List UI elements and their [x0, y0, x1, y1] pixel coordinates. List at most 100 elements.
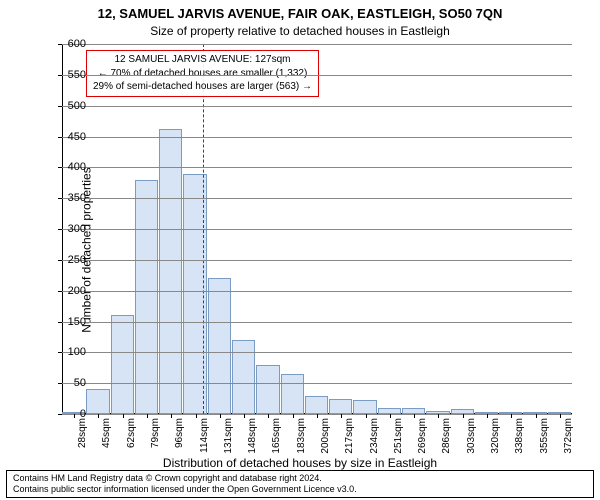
bar	[86, 389, 109, 414]
ytick-label: 550	[68, 69, 86, 81]
ytick-label: 350	[68, 192, 86, 204]
xtick-mark	[560, 414, 561, 418]
xtick-mark	[414, 414, 415, 418]
chart-subtitle: Size of property relative to detached ho…	[0, 24, 600, 38]
xtick-mark	[196, 414, 197, 418]
gridline	[62, 291, 572, 292]
xtick-label: 165sqm	[271, 418, 282, 454]
xtick-label: 62sqm	[126, 418, 137, 448]
footer-line2: Contains public sector information licen…	[13, 484, 587, 495]
ytick-label: 50	[74, 377, 86, 389]
xtick-mark	[147, 414, 148, 418]
gridline	[62, 167, 572, 168]
bar	[353, 400, 376, 414]
ytick-mark	[58, 383, 62, 384]
gridline	[62, 383, 572, 384]
xtick-mark	[317, 414, 318, 418]
xtick-mark	[341, 414, 342, 418]
xtick-label: 303sqm	[466, 418, 477, 454]
bar	[305, 396, 328, 415]
annotation-line1: 12 SAMUEL JARVIS AVENUE: 127sqm	[93, 53, 312, 67]
ytick-label: 400	[68, 161, 86, 173]
xtick-label: 217sqm	[344, 418, 355, 454]
gridline	[62, 137, 572, 138]
ytick-mark	[58, 291, 62, 292]
gridline	[62, 322, 572, 323]
xtick-label: 45sqm	[101, 418, 112, 448]
xtick-label: 114sqm	[199, 418, 210, 453]
xtick-mark	[268, 414, 269, 418]
ytick-mark	[58, 167, 62, 168]
xtick-mark	[171, 414, 172, 418]
ytick-label: 0	[80, 408, 86, 420]
bar	[256, 365, 279, 414]
bar	[208, 278, 231, 414]
xtick-mark	[220, 414, 221, 418]
xtick-label: 338sqm	[514, 418, 525, 454]
bar	[232, 340, 255, 414]
xtick-label: 372sqm	[563, 418, 574, 454]
gridline	[62, 198, 572, 199]
gridline	[62, 229, 572, 230]
xtick-label: 131sqm	[223, 418, 234, 454]
xtick-label: 251sqm	[393, 418, 404, 454]
plot-area: 12 SAMUEL JARVIS AVENUE: 127sqm ← 70% of…	[62, 44, 572, 414]
xtick-mark	[74, 414, 75, 418]
xtick-label: 286sqm	[441, 418, 452, 454]
bar	[111, 315, 134, 414]
xtick-mark	[438, 414, 439, 418]
footer-line1: Contains HM Land Registry data © Crown c…	[13, 473, 587, 484]
xtick-mark	[123, 414, 124, 418]
ytick-mark	[58, 106, 62, 107]
ytick-mark	[58, 352, 62, 353]
xtick-mark	[511, 414, 512, 418]
ytick-mark	[58, 75, 62, 76]
xtick-mark	[98, 414, 99, 418]
x-axis-label: Distribution of detached houses by size …	[0, 456, 600, 470]
ytick-label: 450	[68, 131, 86, 143]
ytick-mark	[58, 44, 62, 45]
xtick-label: 148sqm	[247, 418, 258, 454]
annotation-line2: ← 70% of detached houses are smaller (1,…	[93, 67, 312, 81]
xtick-label: 28sqm	[77, 418, 88, 448]
ytick-mark	[58, 198, 62, 199]
ytick-label: 100	[68, 346, 86, 358]
ytick-mark	[58, 414, 62, 415]
xtick-mark	[293, 414, 294, 418]
annotation-box: 12 SAMUEL JARVIS AVENUE: 127sqm ← 70% of…	[86, 50, 319, 97]
gridline	[62, 260, 572, 261]
xtick-label: 200sqm	[320, 418, 331, 454]
ytick-label: 600	[68, 38, 86, 50]
xtick-label: 269sqm	[417, 418, 428, 454]
ytick-mark	[58, 229, 62, 230]
xtick-mark	[536, 414, 537, 418]
ytick-label: 200	[68, 285, 86, 297]
xtick-mark	[366, 414, 367, 418]
xtick-mark	[390, 414, 391, 418]
bar	[281, 374, 304, 414]
ytick-label: 500	[68, 100, 86, 112]
xtick-label: 96sqm	[174, 418, 185, 448]
bar	[329, 399, 352, 414]
xtick-label: 183sqm	[296, 418, 307, 454]
annotation-line3: 29% of semi-detached houses are larger (…	[93, 80, 312, 94]
ytick-mark	[58, 260, 62, 261]
ytick-label: 250	[68, 254, 86, 266]
gridline	[62, 352, 572, 353]
xtick-label: 320sqm	[490, 418, 501, 454]
footer-box: Contains HM Land Registry data © Crown c…	[6, 470, 594, 499]
gridline	[62, 75, 572, 76]
xtick-label: 234sqm	[369, 418, 380, 454]
ytick-label: 150	[68, 316, 86, 328]
gridline	[62, 106, 572, 107]
xtick-mark	[463, 414, 464, 418]
ytick-label: 300	[68, 223, 86, 235]
xtick-mark	[244, 414, 245, 418]
bar	[159, 129, 182, 414]
ytick-mark	[58, 137, 62, 138]
ytick-mark	[58, 322, 62, 323]
xtick-mark	[487, 414, 488, 418]
gridline	[62, 44, 572, 45]
chart-title: 12, SAMUEL JARVIS AVENUE, FAIR OAK, EAST…	[0, 6, 600, 21]
xtick-label: 79sqm	[150, 418, 161, 448]
